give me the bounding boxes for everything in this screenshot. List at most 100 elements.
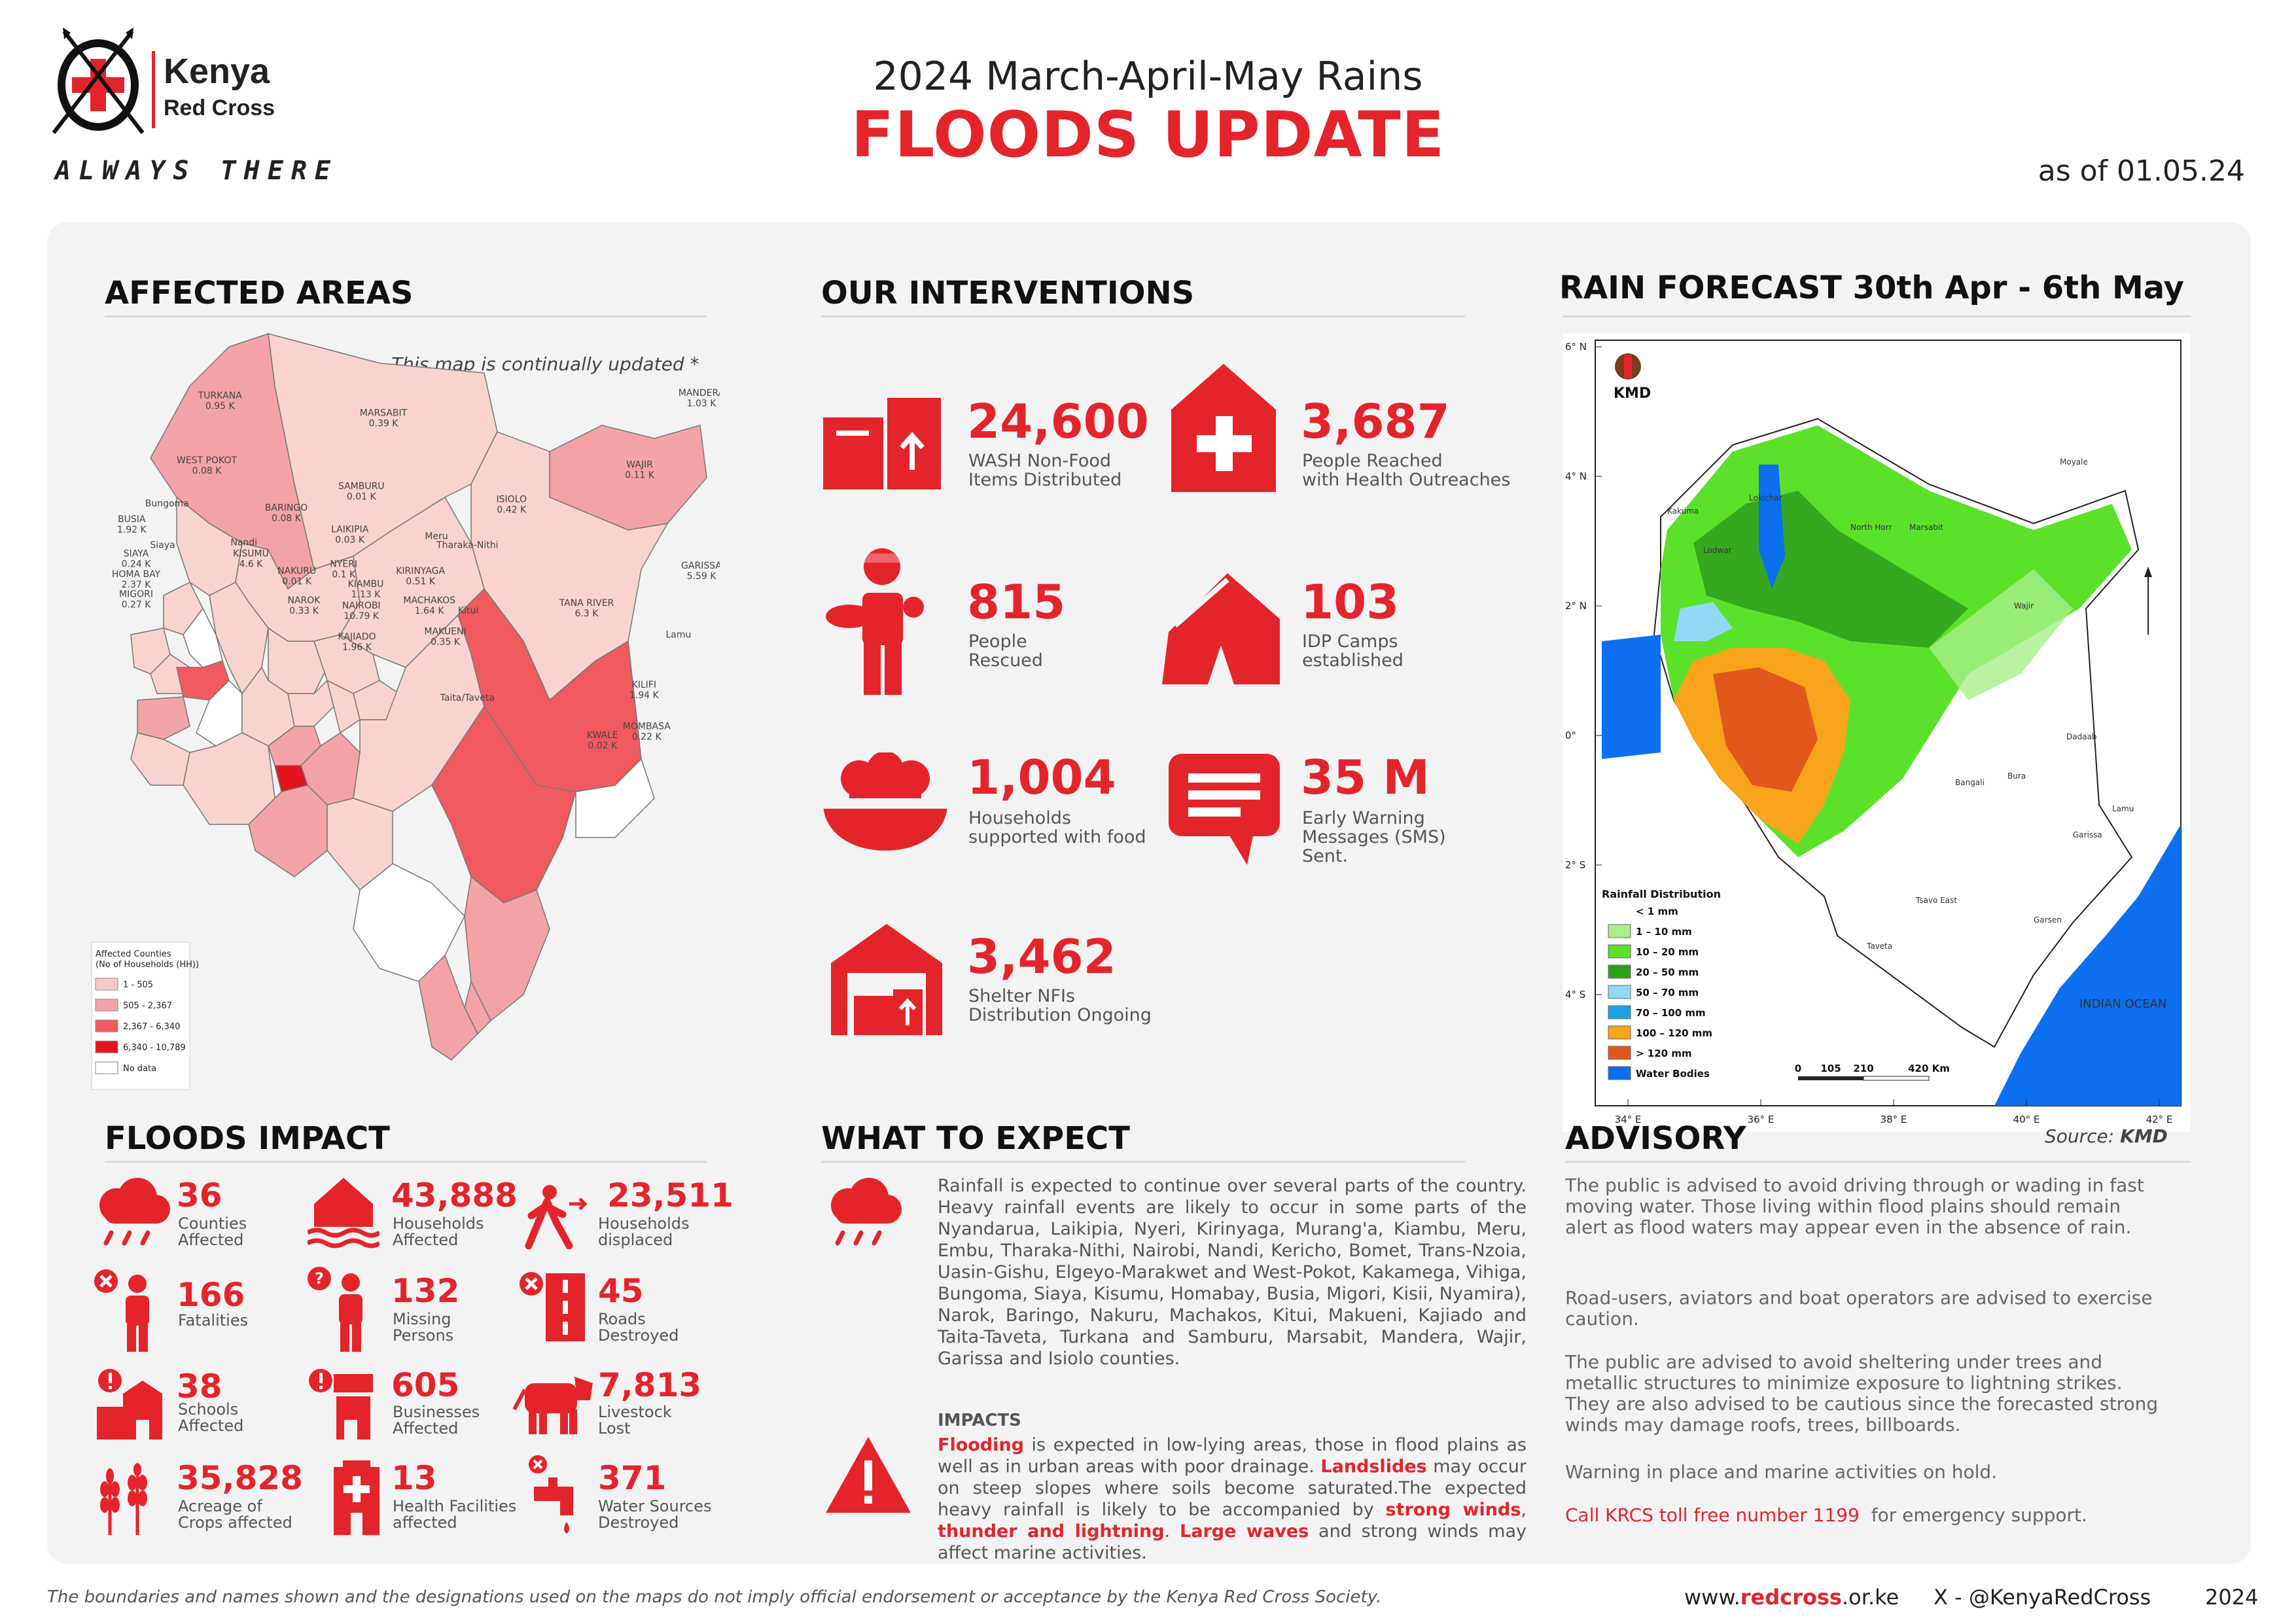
warehouse-icon <box>831 924 942 1035</box>
running-person-icon <box>525 1185 588 1250</box>
county-value: 1.03 K <box>687 398 717 409</box>
impact-hh-affected-value: 43,888 <box>391 1176 518 1214</box>
county-name: NAROK <box>288 595 321 606</box>
tent-icon <box>1162 573 1280 684</box>
school-icon <box>97 1369 162 1439</box>
affected-areas-title: AFFECTED AREAS <box>105 275 414 311</box>
county-name: KAJIADO <box>338 631 376 642</box>
county-kilifi <box>464 875 550 1022</box>
expect-title: WHAT TO EXPECT <box>821 1120 1130 1157</box>
county-label-8: BARINGO 0.08 K <box>265 503 308 524</box>
org-tagline: ALWAYS THERE <box>55 156 338 186</box>
county-label-3: WEST POKOT 0.08 K <box>177 455 237 476</box>
forecast-legend-label: 50 – 70 mm <box>1636 987 1699 998</box>
county-label-25: NAIROBI 10.79 K <box>342 601 381 622</box>
impact-rule <box>105 1161 707 1163</box>
forecast-legend: Rainfall Distribution < 1 mm 1 – 10 mm 10 … <box>1602 888 1721 1080</box>
county-name: NAKURU <box>277 566 316 576</box>
forecast-place-label: Marsabit <box>1909 523 1943 532</box>
impact-water-label: Water Sources Destroyed <box>598 1497 712 1532</box>
county-migori <box>130 732 190 786</box>
shop-icon <box>309 1369 373 1439</box>
forecast-legend-swatch <box>1608 964 1631 979</box>
forecast-scale-bar: 0 105 210 420 Km <box>1795 1063 1950 1081</box>
forecast-legend-swatch <box>1608 904 1631 917</box>
county-name: Lamu <box>665 630 691 641</box>
logo-divider <box>152 51 155 128</box>
impact-text-4: . <box>1164 1521 1180 1542</box>
affected-areas-rule <box>105 315 707 317</box>
footer-x-handle[interactable]: X - @KenyaRedCross <box>1934 1585 2151 1610</box>
county-value: 1.92 K <box>117 525 147 535</box>
legend-label: No data <box>123 1064 156 1074</box>
county-label-16: SIAYA 0.24 K <box>122 549 152 570</box>
county-label-22: MIGORI 0.27 K <box>119 590 153 610</box>
forecast-rule <box>1563 315 2191 317</box>
forecast-lake-turkana <box>1759 465 1785 589</box>
impact-title: FLOODS IMPACT <box>105 1120 390 1157</box>
flooded-house-icon <box>308 1178 380 1248</box>
impact-text-3: , <box>1521 1500 1527 1520</box>
interventions-rule <box>821 315 1466 317</box>
forecast-place-label: North Horr <box>1850 523 1892 532</box>
legend-title-2: (No of Households (HH)) <box>96 960 199 970</box>
rain-cloud-expect-icon <box>831 1178 902 1246</box>
county-name: NYERI <box>330 559 357 569</box>
hotline-text[interactable]: Call KRCS toll free number 1199 <box>1565 1504 1860 1526</box>
web-brand: redcross <box>1740 1585 1842 1610</box>
county-name: TANA RIVER <box>559 598 614 609</box>
advisory-para-4: Warning in place and marine activities o… <box>1565 1461 1998 1483</box>
lon-tick-label: 34° E <box>1615 1114 1642 1125</box>
source-label: Source: <box>2045 1125 2115 1147</box>
forecast-legend-swatch <box>1608 1046 1631 1060</box>
advisory-para-1: The public is advised to avoid driving t… <box>1565 1174 2144 1238</box>
county-narok <box>183 732 275 825</box>
county-label-24: KIAMBU 1.13 K <box>348 579 384 600</box>
county-value: 0.33 K <box>289 606 319 616</box>
stat-sms-value: 35 M <box>1301 750 1430 805</box>
county-name: LAIKIPIA <box>331 525 369 535</box>
county-name: BUSIA <box>118 514 146 525</box>
county-value: 1.13 K <box>351 590 381 600</box>
road-icon <box>520 1272 585 1341</box>
forecast-legend-label: 10 – 20 mm <box>1636 946 1699 958</box>
county-value: 0.1 K <box>332 569 356 580</box>
north-arrow-icon <box>2144 567 2152 635</box>
impact-word-thunder: thunder and lightning <box>938 1521 1165 1542</box>
county-name: Tharaka-Nithi <box>436 540 498 550</box>
county-label-31: Lamu <box>665 630 691 641</box>
forecast-legend-label: 1 – 10 mm <box>1636 926 1692 938</box>
impact-word-waves: Large waves <box>1180 1521 1309 1542</box>
county-name: WAJIR <box>626 460 653 470</box>
kmd-logo-icon <box>1615 353 1641 380</box>
county-label-19: NYERI 0.1 K <box>330 559 357 580</box>
forecast-legend-swatch <box>1608 1066 1631 1080</box>
stat-rescued-value: 815 <box>967 574 1066 629</box>
county-name: Kitui <box>458 606 478 616</box>
impact-health-value: 13 <box>391 1459 437 1497</box>
county-name: KILIFI <box>632 680 656 690</box>
legend-swatch <box>95 1061 118 1074</box>
county-label-30: MAKUENI 0.35 K <box>424 626 466 647</box>
county-name: MANDERA <box>679 388 720 398</box>
impact-water-value: 371 <box>598 1459 667 1497</box>
footer-website[interactable]: www.redcross.or.ke <box>1684 1585 1899 1610</box>
impact-schools-label: Schools Affected <box>178 1400 244 1435</box>
legend-swatch <box>95 978 118 991</box>
org-subname: Red Cross <box>164 96 275 120</box>
scale-tick-label: 0 <box>1795 1063 1801 1074</box>
forecast-place-label: Bura <box>2007 771 2026 781</box>
forecast-legend-label: 100 – 120 mm <box>1636 1027 1712 1039</box>
legend-label: 6,340 - 10,789 <box>123 1043 186 1053</box>
lon-tick-label: 40° E <box>2013 1114 2040 1125</box>
stat-food-label: Households supported with food <box>968 808 1146 847</box>
legend-swatch <box>95 998 118 1012</box>
county-label-0: TURKANA 0.95 K <box>198 391 243 412</box>
county-name: Bungoma <box>145 499 189 509</box>
impact-text-2: may occur on steep slopes where soils be… <box>938 1456 1527 1520</box>
impact-text-1: is expected in low-lying areas, those in… <box>938 1435 1527 1477</box>
forecast-place-label: Garissa <box>2073 830 2102 839</box>
county-label-34: MOMBASA 0.22 K <box>623 722 671 743</box>
county-name: Meru <box>425 531 448 542</box>
county-name: KIRINYAGA <box>396 566 445 576</box>
